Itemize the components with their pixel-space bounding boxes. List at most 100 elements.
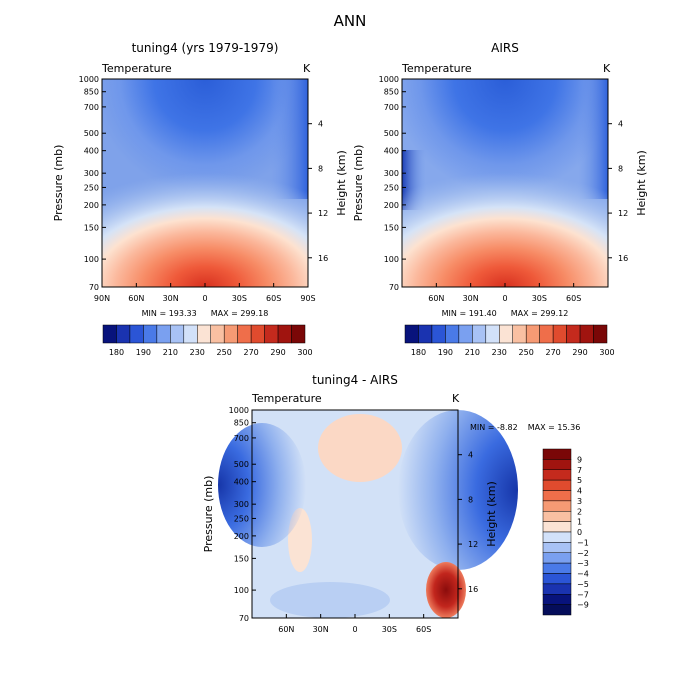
y-tick-label: 1000 [229,406,249,415]
x-tick-label: 0 [502,294,507,303]
panel-model-variable-label: Temperature [101,62,172,75]
colorbar-label: 5 [577,476,582,485]
colorbar-label: −4 [577,570,589,579]
colorbar-label: 0 [577,528,582,537]
colorbar-swatch [542,583,572,595]
colorbar-swatch [291,324,306,344]
colorbar-label: 1 [577,518,582,527]
colorbar-label: 290 [572,348,587,357]
panel-diff-min: MIN = -8.82 [470,423,518,432]
y-tick-label: 200 [84,201,99,210]
x-tick-label: 30N [463,294,479,303]
y-tick-label: 300 [234,500,249,509]
colorbar-swatch [542,542,572,553]
colorbar-label: 180 [109,348,124,357]
colorbar-swatch [183,324,198,344]
colorbar-label: −9 [577,601,589,610]
colorbar-label: −7 [577,590,589,599]
panel-obs-ylabel-right: Height (km) [635,150,648,216]
colorbar-label: 180 [411,348,426,357]
colorbar-label: 300 [297,348,312,357]
colorbar-swatch [170,324,185,344]
panel-obs-contour-field [402,79,608,287]
x-tick-label: 30S [232,294,247,303]
colorbar-label: −1 [577,538,589,547]
panel-diff: tuning4 - AIRS Temperature K 70100150200… [202,373,589,634]
x-tick-label: 60S [266,294,281,303]
colorbar-swatch [116,324,131,344]
panel-model-subtitle: tuning4 (yrs 1979-1979) [132,41,279,55]
colorbar-swatch [499,324,513,344]
colorbar-swatch [542,479,572,491]
colorbar-label: 300 [599,348,614,357]
colorbar-swatch [542,573,572,585]
y-tick-label: 300 [84,169,99,178]
panel-diff-minmax: MIN = -8.82 MAX = 15.36 [470,423,580,432]
panel-diff-ylabel-right: Height (km) [485,481,498,547]
y-tick-label: 850 [84,88,99,97]
colorbar-swatch [250,324,265,344]
colorbar-label: 2 [577,507,582,516]
panel-obs-minmax: MIN = 191.40 MAX = 299.12 [442,309,569,318]
y-tick-label: 400 [384,147,399,156]
panel-diff-max: MAX = 15.36 [528,423,581,432]
panel-obs-colorbar: 180 190 210 230 250 270 290 300 [404,324,615,357]
panel-obs: AIRS Temperature K 70 100 150 200 250 300 400 5… [352,41,648,357]
colorbar-swatch [512,324,527,344]
y-tick-label: 850 [384,88,399,97]
colorbar-label: 210 [465,348,480,357]
colorbar-swatch [542,490,572,502]
height-tick-label: 16 [318,254,328,263]
panel-model-units-label: K [303,62,311,75]
y-tick-label: 150 [234,554,249,563]
colorbar-label: −3 [577,559,589,568]
y-tick-label: 300 [384,169,399,178]
colorbar-swatch [264,324,279,344]
colorbar-swatch [143,324,158,344]
y-tick-label: 700 [84,103,99,112]
panel-diff-contour-field [218,410,518,618]
figure-title: ANN [334,12,367,30]
height-tick-label: 4 [618,120,623,129]
panel-diff-axes: 70 100 150 200 250 300 400 500 700 850 1000 60N 30N 0… [229,406,479,634]
height-tick-label: 8 [318,164,323,173]
colorbar-swatch [418,324,433,344]
panel-obs-units-label: K [603,62,611,75]
panel-obs-min: MIN = 191.40 [442,309,497,318]
colorbar-swatch [277,324,292,344]
y-tick-label: 500 [234,460,249,469]
colorbar-swatch [539,324,554,344]
panel-model-max: MAX = 299.18 [211,309,269,318]
y-tick-label: 100 [384,255,399,264]
y-tick-label: 250 [384,183,399,192]
y-tick-label: 400 [234,478,249,487]
height-tick-label: 12 [618,209,628,218]
colorbar-swatch [542,531,572,543]
colorbar-swatch [579,324,594,344]
colorbar-swatch [542,562,572,574]
colorbar-label: 190 [438,348,453,357]
y-tick-label: 700 [234,434,249,443]
panel-model: tuning4 (yrs 1979-1979) Temperature K 70… [52,41,348,357]
colorbar-swatch [542,552,572,564]
height-tick-label: 12 [318,209,328,218]
colorbar-swatch [472,324,487,344]
colorbar-label: 3 [577,497,582,506]
x-tick-label: 30N [313,625,329,634]
y-tick-label: 1000 [379,75,399,84]
colorbar-swatch [542,448,572,460]
colorbar-swatch [525,324,540,344]
y-tick-label: 700 [384,103,399,112]
colorbar-swatch [542,500,572,512]
panel-obs-axes: 70 100 150 200 250 300 400 500 700 850 1000 60N 30N 0… [379,75,629,303]
height-tick-label: 8 [468,495,473,504]
y-tick-label: 150 [84,223,99,232]
x-tick-label: 30S [382,625,397,634]
panel-model-minmax: MIN = 193.33 MAX = 299.18 [142,309,269,318]
colorbar-label: 290 [270,348,285,357]
panel-model-colorbar: 180 190 210 230 250 270 290 300 [102,324,313,357]
colorbar-swatch [566,324,581,344]
y-tick-label: 250 [234,514,249,523]
colorbar-swatch [542,604,572,616]
